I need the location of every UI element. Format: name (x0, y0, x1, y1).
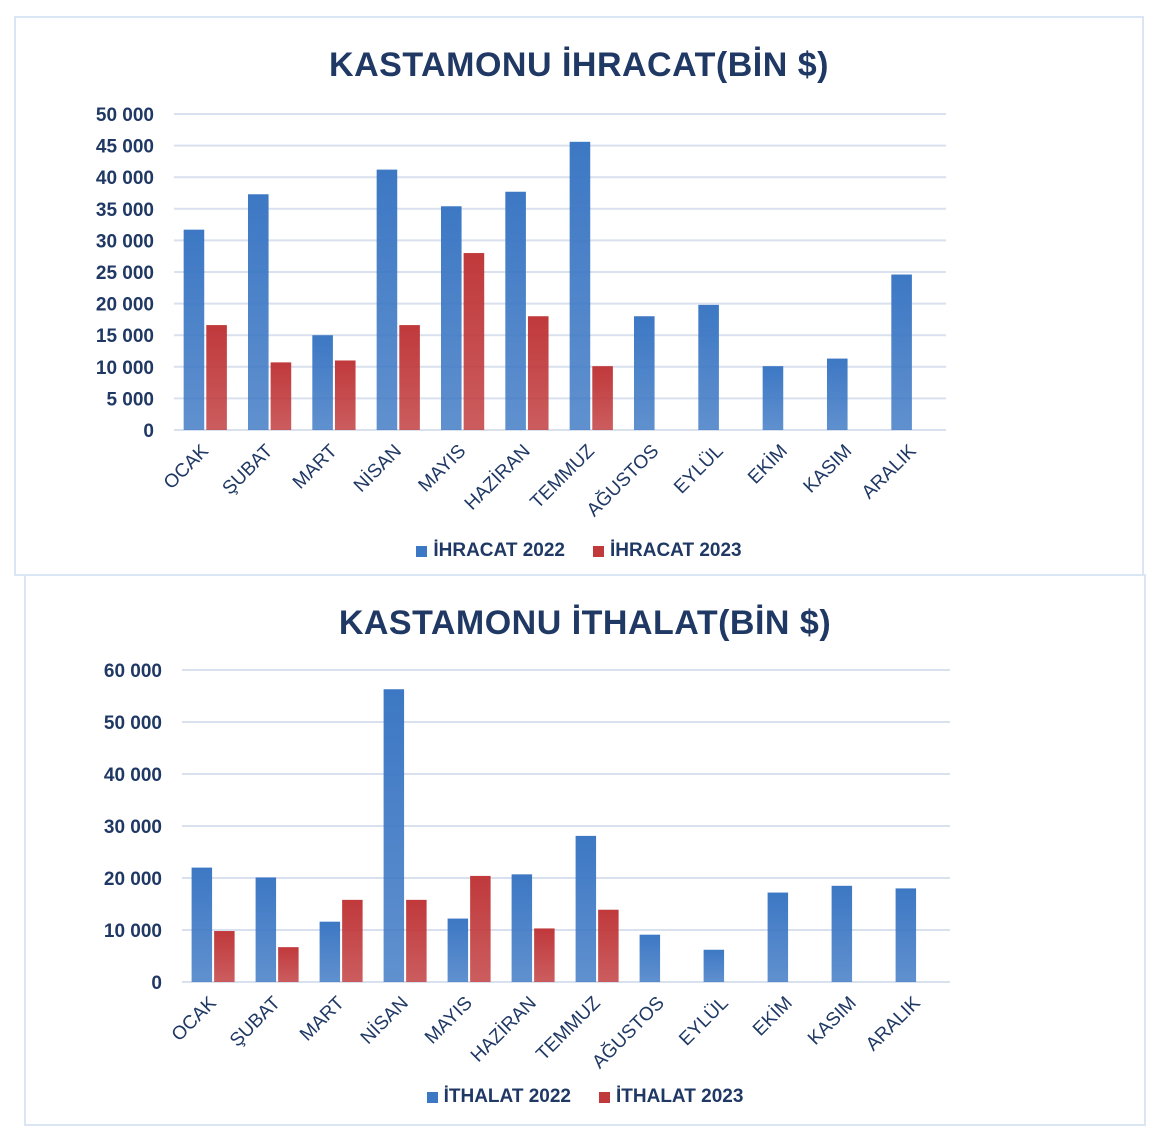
x-tick-label: MART (296, 992, 349, 1045)
bar-2022-0 (191, 867, 213, 982)
bar-2022-6 (569, 141, 591, 431)
bar-2022-9 (762, 366, 784, 430)
x-tick-label: HAZİRAN (461, 441, 535, 515)
bar-2022-3 (383, 689, 405, 982)
x-tick-label: OCAK (160, 440, 213, 493)
x-tick-label: ARALIK (858, 440, 921, 503)
x-tick-label: HAZİRAN (467, 993, 541, 1067)
y-tick-label: 45 000 (96, 137, 154, 158)
x-tick-label: KASIM (800, 441, 857, 498)
x-tick-label: MAYIS (415, 441, 471, 497)
bar-2022-4 (447, 918, 469, 982)
y-tick-label: 15 000 (96, 326, 154, 347)
legend-label-2022: İHRACAT 2022 (433, 540, 565, 561)
export-chart-panel: KASTAMONU İHRACAT(BİN $) 0 5 000 10 000 15 … (14, 16, 1144, 576)
bar-2023-5 (534, 928, 555, 982)
import-chart-svg: 0 10 000 20 000 30 000 40 000 50 000 60 000 OCA… (104, 661, 950, 1073)
legend-swatch-2023 (599, 1091, 610, 1103)
x-tick-label: EYLÜL (670, 441, 727, 498)
bar-2022-7 (633, 316, 655, 430)
x-tick-label: EYLÜL (675, 993, 732, 1050)
legend-item-2023: İHRACAT 2023 (593, 540, 742, 562)
legend-item-2023: İTHALAT 2023 (599, 1086, 743, 1108)
bar-2022-8 (703, 949, 725, 982)
x-tick-label: NİSAN (357, 993, 413, 1049)
legend-item-2022: İTHALAT 2022 (426, 1086, 571, 1108)
y-tick-label: 25 000 (96, 263, 154, 284)
bar-2022-11 (891, 274, 912, 430)
bar-2022-1 (255, 877, 277, 982)
y-tick-label: 35 000 (96, 200, 154, 221)
bar-2022-6 (575, 835, 597, 982)
bar-2023-2 (334, 360, 356, 430)
bar-2022-5 (511, 874, 533, 982)
bar-2023-1 (270, 362, 292, 430)
legend-item-2022: İHRACAT 2022 (416, 540, 565, 562)
bar-2023-6 (598, 909, 619, 982)
bar-2022-2 (312, 335, 333, 430)
bar-2023-6 (592, 366, 613, 430)
y-tick-label: 10 000 (104, 921, 162, 942)
bar-2023-3 (406, 899, 427, 982)
bar-2022-2 (319, 921, 341, 982)
bar-2023-5 (527, 316, 549, 430)
y-tick-label: 20 000 (104, 869, 162, 890)
y-tick-label: 40 000 (96, 168, 154, 189)
bar-2023-4 (470, 875, 491, 982)
bar-2022-10 (826, 358, 848, 430)
y-tick-label: 10 000 (96, 358, 154, 379)
x-tick-label: EKİM (744, 441, 792, 489)
import-chart-title: KASTAMONU İTHALAT(BİN $) (338, 604, 832, 642)
y-tick-label: 40 000 (104, 765, 162, 786)
bar-2023-4 (463, 253, 485, 430)
bar-2022-0 (183, 229, 205, 430)
x-tick-label: ŞUBAT (219, 440, 278, 499)
export-chart-svg: 0 5 000 10 000 15 000 20 000 25 000 30 000 35 0… (96, 105, 946, 521)
bar-2022-5 (505, 191, 526, 430)
legend-swatch-2022 (416, 545, 428, 557)
x-tick-label: ŞUBAT (226, 992, 285, 1051)
import-chart-panel: KASTAMONU İTHALAT(BİN $) 0 10 000 20 000 30… (24, 574, 1146, 1126)
bar-2022-7 (639, 934, 661, 982)
legend-swatch-2022 (426, 1091, 438, 1103)
y-tick-label: 30 000 (104, 817, 162, 838)
export-legend: İHRACAT 2022 İHRACAT 2023 (16, 540, 1142, 562)
y-tick-label: 5 000 (106, 389, 154, 410)
x-tick-label: MAYIS (421, 993, 477, 1049)
y-tick-label: 0 (143, 421, 154, 442)
bar-2022-11 (895, 888, 917, 982)
bar-2023-0 (206, 325, 227, 430)
legend-label-2023: İTHALAT 2023 (616, 1086, 744, 1107)
bar-2022-1 (247, 194, 269, 430)
legend-label-2023: İHRACAT 2023 (610, 540, 742, 561)
x-tick-label: ARALIK (862, 992, 925, 1055)
y-tick-label: 50 000 (104, 713, 162, 734)
bar-2023-0 (214, 931, 235, 982)
y-tick-label: 60 000 (104, 661, 162, 682)
x-tick-label: KASIM (804, 993, 861, 1050)
export-chart-title: KASTAMONU İHRACAT(BİN $) (329, 46, 829, 84)
bar-2023-3 (399, 325, 420, 430)
bar-2023-2 (342, 899, 363, 982)
bar-2022-3 (376, 169, 398, 430)
bar-2023-1 (278, 947, 299, 982)
y-tick-label: 0 (151, 973, 162, 994)
import-legend: İTHALAT 2022 İTHALAT 2023 (26, 1086, 1144, 1108)
y-tick-label: 30 000 (96, 231, 154, 252)
y-tick-label: 20 000 (96, 295, 154, 316)
y-tick-label: 50 000 (96, 105, 154, 126)
bar-2022-8 (698, 304, 719, 430)
bar-2022-10 (831, 885, 853, 982)
bar-2022-9 (767, 892, 789, 982)
x-tick-label: NİSAN (350, 441, 406, 497)
bar-2022-4 (440, 206, 462, 430)
legend-label-2022: İTHALAT 2022 (443, 1086, 571, 1107)
x-tick-label: EKİM (749, 993, 797, 1041)
x-tick-label: MART (289, 440, 342, 493)
legend-swatch-2023 (593, 545, 604, 557)
x-tick-label: OCAK (168, 992, 221, 1045)
